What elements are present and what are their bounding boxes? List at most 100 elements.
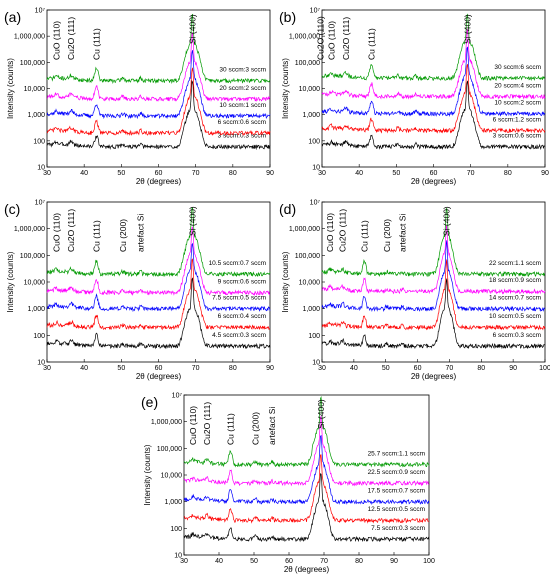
y-axis-label: Intensity (counts) (281, 58, 290, 119)
x-tick-label: 30 (180, 558, 188, 565)
y-tick-label: 100,000 (20, 60, 45, 67)
peak-label: CuO (110) (326, 21, 336, 60)
x-tick-label: 100 (539, 365, 550, 372)
series-line (46, 258, 271, 331)
peak-label: artefact Si (397, 214, 407, 252)
x-tick-label: 30 (43, 170, 51, 177)
x-tick-label: 30 (43, 365, 51, 372)
series-line (321, 225, 546, 295)
y-tick-label: 10⁷ (310, 200, 321, 207)
x-tick-label: 90 (541, 170, 549, 177)
x-axis-label: 2θ (degrees) (136, 177, 182, 186)
peak-label: Cu2O (111) (338, 209, 348, 252)
series-label: 6 sccm:0.6 sccm (218, 119, 266, 126)
x-tick-label: 60 (285, 558, 293, 565)
series-line (183, 415, 430, 487)
series-label: 30 sccm:6 sccm (494, 64, 541, 71)
peak-label: Cu (111) (91, 220, 101, 252)
y-tick-label: 100,000 (295, 60, 320, 67)
series-label: 7.5 sccm:0.5 sccm (212, 295, 266, 302)
series-line (321, 240, 546, 313)
y-tick-label: 10⁷ (35, 200, 46, 207)
x-tick-label: 80 (229, 365, 237, 372)
peak-label: Si (400) (442, 206, 452, 236)
series-line (321, 29, 546, 100)
y-tick-label: 1,000,000 (289, 34, 320, 41)
y-tick-label: 1,000 (302, 306, 320, 313)
series-label: 10 sccm:1 sccm (219, 102, 266, 109)
series-label: 17.5 sccm:0.7 sccm (368, 488, 425, 495)
series-label: 20 sccm:4 sccm (494, 82, 541, 89)
panel-0: (a) 30 40 50 60 70 80 90 10 100 1,000 10,000 100,000… (4, 8, 274, 187)
x-tick-label: 60 (414, 365, 422, 372)
peak-label: Cu2O (110) (316, 16, 326, 60)
peak-label: Cu2O (111) (66, 209, 76, 252)
series-label: 10 sccm:2 sccm (494, 100, 541, 107)
series-label: 9 sccm:0.6 sccm (218, 278, 266, 285)
x-tick-label: 80 (229, 170, 237, 177)
peak-label: Si (400) (462, 14, 472, 44)
peak-label: Cu (200) (118, 219, 128, 252)
peak-label: Cu (200) (382, 219, 392, 252)
series-line (46, 226, 271, 297)
series-label: 3 sccm:0.6 sccm (493, 133, 541, 140)
panel-label: (b) (279, 9, 296, 25)
y-tick-label: 100,000 (295, 253, 320, 260)
x-tick-label: 90 (390, 558, 398, 565)
x-axis-label: 2θ (degrees) (411, 372, 457, 381)
y-tick-label: 10,000 (24, 86, 46, 93)
x-tick-label: 70 (192, 365, 200, 372)
x-axis-label: 2θ (degrees) (411, 177, 457, 186)
x-tick-label: 60 (430, 170, 438, 177)
y-tick-label: 100,000 (20, 253, 45, 260)
panel-1: (b) 30 40 50 60 70 80 90 10 100 1,000 10,000 100,000… (279, 8, 549, 187)
series-line (46, 242, 271, 313)
y-tick-label: 1,000,000 (14, 226, 45, 233)
y-tick-label: 100 (308, 333, 320, 340)
y-tick-label: 10,000 (24, 280, 46, 287)
series-line (183, 454, 430, 524)
series-label: 20 sccm:2 sccm (219, 85, 266, 92)
panel-label: (d) (279, 201, 296, 217)
series-line (321, 46, 546, 118)
y-axis-label: Intensity (counts) (281, 251, 290, 312)
x-tick-label: 60 (155, 365, 163, 372)
panel-4: (e) 30 40 50 60 70 80 90 100 10 100 1,000 10,000 100,… (141, 393, 435, 575)
x-tick-label: 80 (477, 365, 485, 372)
series-label: 3 sccm:0.3 sccm (218, 133, 266, 140)
y-tick-label: 10 (37, 165, 45, 172)
peak-label: CuO (110) (51, 213, 61, 252)
panel-label: (c) (4, 201, 20, 217)
series-line (183, 434, 430, 505)
series-line (46, 277, 271, 350)
y-tick-label: 100 (33, 333, 45, 340)
series-label: 22 sccm:1.1 sccm (489, 260, 541, 267)
panel-label: (e) (141, 394, 158, 410)
series-label: 18 sccm:0.9 sccm (489, 277, 541, 284)
series-label: 7.5 sccm:0.3 sccm (371, 525, 425, 532)
x-tick-label: 40 (80, 365, 88, 372)
y-axis-label: Intensity (counts) (6, 251, 15, 312)
y-tick-label: 1,000 (27, 306, 45, 313)
y-tick-label: 10⁷ (310, 8, 321, 15)
series-line (321, 80, 546, 151)
series-label: 10.5 sccm:0.7 sccm (209, 260, 266, 267)
x-tick-label: 70 (320, 558, 328, 565)
x-tick-label: 50 (392, 170, 400, 177)
series-label: 25.7 sccm:1.1 sccm (368, 450, 425, 457)
y-axis-label: Intensity (counts) (6, 58, 15, 119)
panel-2: (c) 30 40 50 60 70 80 90 10 100 1,000 10,000 100,000… (4, 200, 274, 382)
series-label: 14 sccm:0.7 sccm (489, 295, 541, 302)
peak-label: Cu (200) (250, 412, 260, 445)
peak-label: Cu (111) (366, 28, 376, 60)
peak-label: Si (400) (316, 399, 326, 429)
panel-3: (d) 30 40 50 60 70 80 90 100 10 100 1,000 10,000 100,… (279, 200, 550, 382)
peak-label: Cu2O (111) (66, 17, 76, 60)
x-tick-label: 90 (509, 365, 517, 372)
x-tick-label: 50 (117, 170, 125, 177)
series-label: 30 sccm:3 sccm (219, 67, 266, 74)
series-label: 22.5 sccm:0.9 sccm (368, 469, 425, 476)
y-tick-label: 1,000,000 (151, 419, 182, 426)
series-label: 6 sccm:1.2 sccm (493, 116, 541, 123)
